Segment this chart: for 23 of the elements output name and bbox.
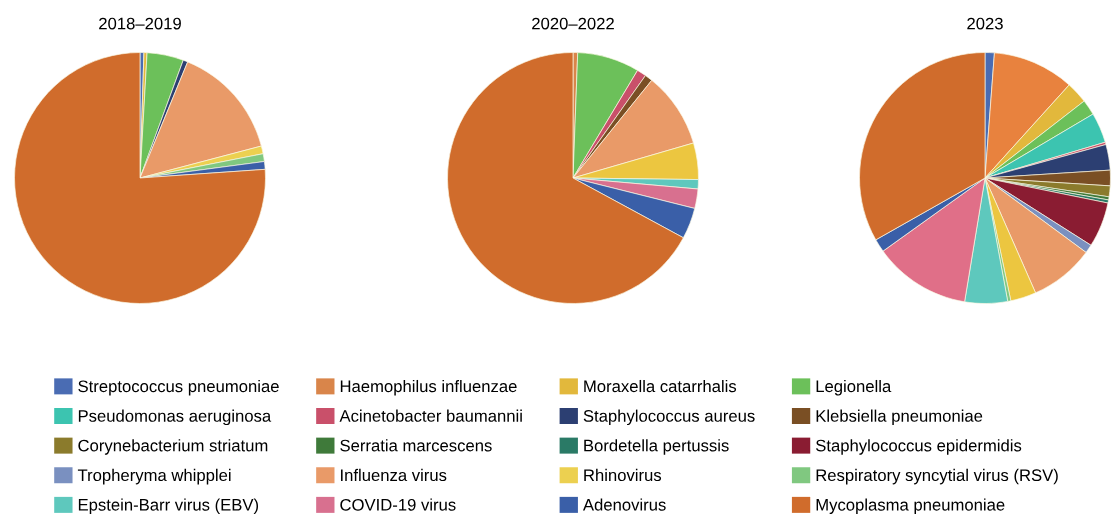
legend-label: Staphylococcus epidermidis [816,439,1022,455]
chart-title: 2023 [967,17,1003,30]
legend-label: Adenovirus [582,498,666,511]
legend-label: Acinetobacter baumannii [339,409,522,422]
legend-label: Haemophilus influenzae [340,379,517,396]
legend-label: Moraxella catarrhalis [584,379,737,393]
legend-label: Influenza virus [341,468,447,482]
legend-label: Rhinovirus [584,468,662,482]
legend-label: Mycoplasma pneumoniae [816,498,1005,514]
legend-label: Epstein-Barr virus (EBV) [78,498,259,514]
chart-title: 2018–2019 [99,17,181,30]
legend-label: Bordetella pertussis [584,439,729,455]
legend-label: Pseudomonas aeruginosa [78,409,272,426]
legend-label: COVID-19 virus [340,498,456,511]
legend-label: Respiratory syncytial virus (RSV) [816,468,1058,485]
legend-label: Klebsiella pneumoniae [816,409,983,426]
chart-title: 2020–2022 [532,17,614,30]
legend-label: Serratia marcescens [340,439,492,452]
legend-label: Tropheryma whipplei [77,468,231,485]
legend-label: Staphylococcus aureus [583,409,755,426]
legend-label: Streptococcus pneumoniae [78,379,279,396]
legend-label: Corynebacterium striatum [78,439,268,455]
legend-label: Legionella [816,379,892,396]
